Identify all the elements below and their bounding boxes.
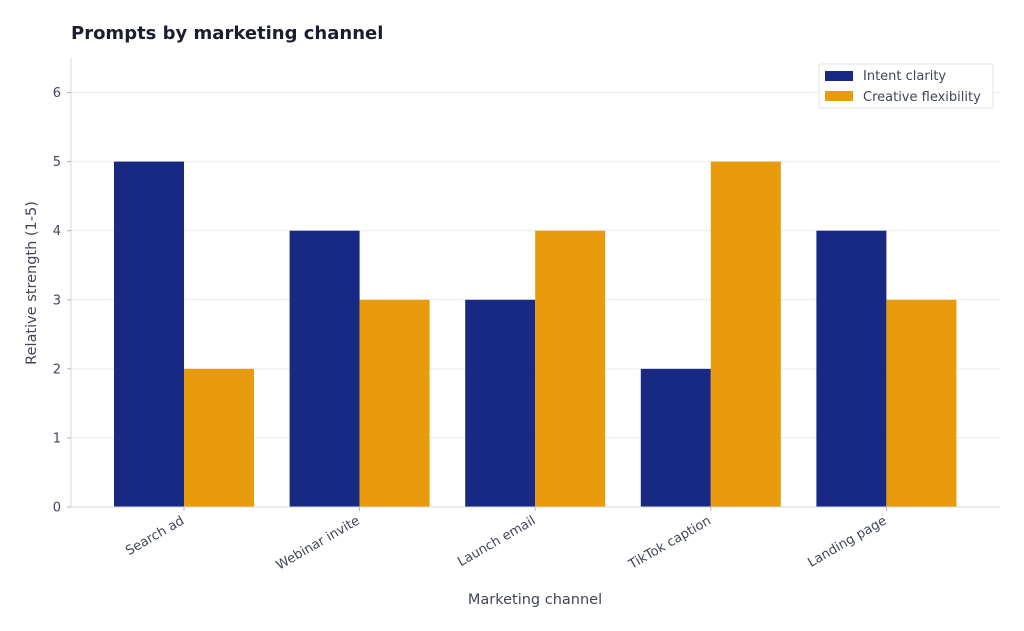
y-tick-labels: 0 1 2 3 4 5 6 <box>53 86 71 516</box>
x-tick-label: Search ad <box>123 513 187 558</box>
y-tick-label: 5 <box>53 155 61 170</box>
y-tick-label: 0 <box>53 501 61 516</box>
bar-intent-clarity <box>640 368 711 507</box>
legend-frame <box>818 63 994 109</box>
legend: Intent clarity Creative flexibility <box>818 63 994 109</box>
legend-label-intent-clarity: Intent clarity <box>863 69 946 84</box>
x-tick-label: Webinar invite <box>274 513 363 573</box>
legend-swatch-intent-clarity <box>825 71 853 81</box>
legend-label-creative-flexibility: Creative flexibility <box>863 90 981 105</box>
y-tick-label: 6 <box>53 86 61 101</box>
x-tick-label: TikTok caption <box>626 513 714 573</box>
legend-swatch-creative-flexibility <box>825 91 853 101</box>
y-axis-label: Relative strength (1-5) <box>24 201 40 365</box>
bar-creative-flexibility <box>535 230 606 507</box>
x-tick-label: Landing page <box>805 513 889 570</box>
bar-creative-flexibility <box>710 161 781 507</box>
bar-intent-clarity <box>465 299 536 507</box>
chart-title: Prompts by marketing channel <box>71 23 383 44</box>
x-tick-label: Launch email <box>455 513 538 570</box>
y-tick-label: 4 <box>53 224 61 239</box>
bar-intent-clarity <box>114 161 184 507</box>
bar-creative-flexibility <box>359 299 430 507</box>
bar-creative-flexibility <box>886 299 957 507</box>
x-tick-labels: Search ad Webinar invite Launch email TikTo… <box>123 507 889 573</box>
y-tick-label: 2 <box>53 362 61 377</box>
bar-intent-clarity <box>816 230 887 507</box>
bars <box>114 161 957 507</box>
bar-intent-clarity <box>289 230 360 507</box>
y-tick-label: 1 <box>53 431 61 446</box>
y-tick-label: 3 <box>53 293 61 308</box>
bar-creative-flexibility <box>184 368 254 507</box>
x-axis-label: Marketing channel <box>468 592 602 608</box>
